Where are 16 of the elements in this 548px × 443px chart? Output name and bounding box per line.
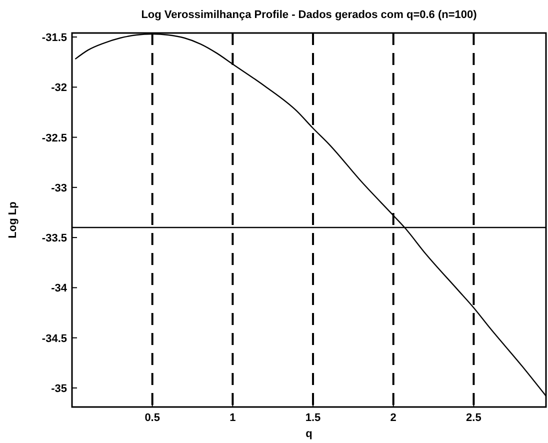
y-tick-label: -34.5 [42, 332, 67, 345]
x-tick-label: 2.5 [466, 412, 482, 424]
y-tick-label: -35 [51, 382, 67, 395]
x-tick-label: 1.5 [305, 412, 321, 424]
y-tick-label: -33 [51, 182, 67, 194]
y-tick-label: -31.5 [42, 32, 67, 44]
y-tick-label: -33.5 [42, 232, 67, 245]
x-tick-label: 0.5 [144, 412, 160, 424]
y-axis-title: Log Lp [7, 201, 19, 238]
y-tick-label: -32.5 [42, 132, 67, 144]
x-tick-label: 1 [230, 412, 236, 424]
y-tick-label: -34 [51, 282, 68, 295]
x-tick-label: 2 [390, 412, 396, 424]
x-axis-title: q [306, 428, 312, 440]
chart-title: Log Verossimilhança Profile - Dados gerados com q=0.6 (n=100) [141, 9, 478, 21]
y-tick-label: -32 [51, 82, 67, 94]
